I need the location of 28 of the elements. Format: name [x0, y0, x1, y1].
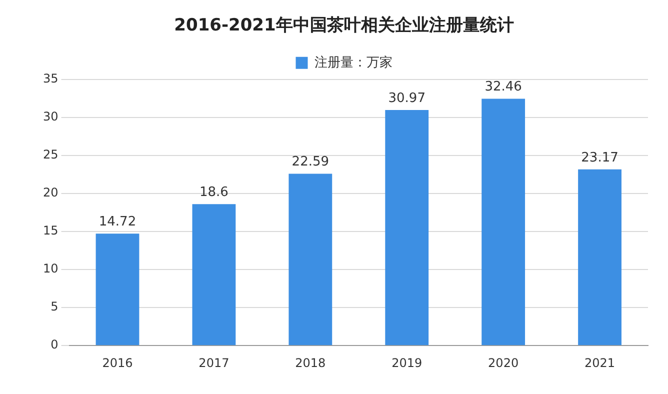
y-tick-label: 15 — [42, 224, 58, 238]
y-tick-label: 25 — [42, 148, 58, 162]
bar — [192, 204, 236, 346]
y-tick-label: 0 — [50, 338, 58, 352]
legend-label: 注册量：万家 — [314, 54, 392, 70]
data-label: 18.6 — [199, 185, 228, 200]
bar — [288, 174, 332, 346]
data-label: 22.59 — [292, 154, 330, 170]
data-label: 14.72 — [98, 214, 136, 230]
x-tick-label: 2020 — [488, 356, 519, 370]
x-tick-label: 2019 — [392, 356, 422, 370]
y-tick-label: 35 — [42, 72, 58, 86]
y-tick-label: 30 — [42, 110, 58, 124]
bar — [385, 110, 429, 346]
data-label: 30.97 — [388, 90, 426, 106]
bar — [578, 169, 622, 346]
y-tick-label: 10 — [42, 262, 58, 276]
x-tick-label: 2016 — [102, 356, 133, 370]
bar — [96, 234, 140, 346]
y-tick-label: 5 — [50, 300, 58, 314]
x-tick-label: 2018 — [295, 356, 326, 370]
data-label: 32.46 — [484, 80, 522, 95]
bar — [482, 98, 526, 346]
chart-title: 2016-2021年中国茶叶相关企业注册量统计 — [174, 16, 514, 36]
y-tick-label: 20 — [42, 186, 58, 200]
x-tick-label: 2017 — [198, 356, 230, 370]
data-label: 23.17 — [581, 150, 618, 166]
x-tick-label: 2021 — [584, 356, 616, 370]
